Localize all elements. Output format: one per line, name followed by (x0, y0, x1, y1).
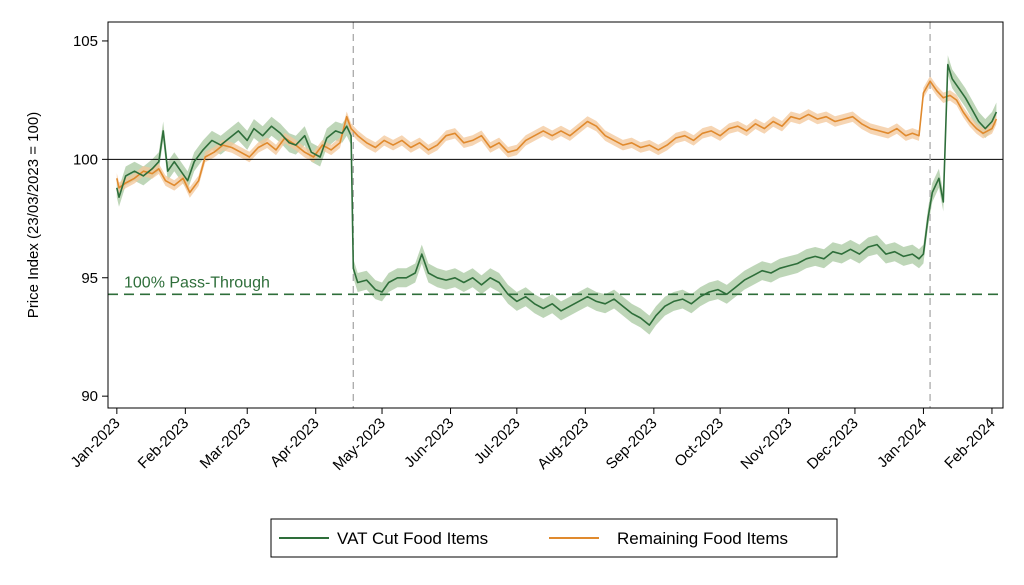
confidence-band-remaining (116, 76, 997, 198)
x-tick-label-7: Aug-2023 (534, 415, 592, 473)
pass-through-annotation: 100% Pass-Through (124, 274, 270, 291)
legend: VAT Cut Food Items Remaining Food Items (270, 518, 838, 558)
y-tick-label-105: 105 (73, 33, 98, 50)
series-lines (116, 63, 998, 326)
x-tick-label-8: Sep-2023 (603, 415, 661, 473)
plot-frame (107, 21, 1004, 409)
x-tick-label-0: Jan-2023 (67, 415, 123, 471)
x-tick-label-9: Oct-2023 (671, 415, 727, 471)
legend-label-vat: VAT Cut Food Items (337, 529, 488, 548)
y-tick-label-90: 90 (81, 388, 98, 405)
reference-lines (108, 22, 1003, 408)
x-tick-label-1: Feb-2023 (135, 415, 192, 472)
x-tick-label-12: Jan-2024 (874, 415, 930, 471)
x-tick-label-3: Apr-2023 (267, 415, 323, 471)
y-axis-title: Price Index (23/03/2023 = 100) (25, 112, 42, 318)
series-line-vat (116, 63, 998, 326)
series-line-remaining (116, 80, 998, 194)
y-tick-label-95: 95 (81, 270, 98, 287)
confidence-bands (116, 55, 997, 335)
x-tick-label-6: Jul-2023 (471, 415, 524, 468)
x-tick-label-2: Mar-2023 (197, 415, 254, 472)
x-tick-label-10: Nov-2023 (737, 415, 795, 473)
x-tick-label-4: May-2023 (330, 415, 389, 474)
x-tick-label-13: Feb-2024 (941, 415, 998, 472)
confidence-band-vat (116, 55, 997, 335)
legend-label-remaining: Remaining Food Items (617, 529, 788, 548)
y-tick-label-100: 100 (73, 151, 98, 168)
x-tick-label-11: Dec-2023 (804, 415, 862, 473)
x-tick-label-5: Jun-2023 (401, 415, 457, 471)
